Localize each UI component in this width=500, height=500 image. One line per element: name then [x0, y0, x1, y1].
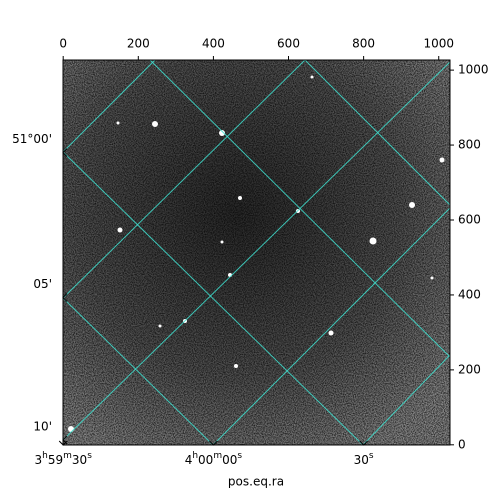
top-tick-label: 200: [127, 37, 150, 51]
dec-tick: [62, 293, 68, 302]
dec-tick-label: 05': [33, 277, 52, 291]
dec-tick-label: 51°00': [12, 132, 52, 146]
right-tick-label: 600: [458, 212, 481, 226]
right-tick-label: 1000: [458, 63, 489, 77]
ra-tick-label: 30s: [354, 451, 374, 467]
dec-tick-label: 10': [33, 419, 52, 433]
image: [63, 60, 450, 445]
right-tick-label: 200: [458, 362, 481, 376]
coordinate-grid: [63, 60, 450, 445]
right-tick-label: 400: [458, 287, 481, 301]
stars: [68, 75, 445, 432]
top-tick-label: 400: [202, 37, 225, 51]
right-tick-label: 800: [458, 138, 481, 152]
top-tick-label: 1000: [423, 37, 454, 51]
ra-tick: [359, 440, 368, 446]
top-tick-label: 0: [59, 37, 67, 51]
top-tick-label: 600: [277, 37, 300, 51]
dec-tick: [62, 148, 68, 157]
axes-frame: [62, 59, 451, 446]
dec-tick: [62, 435, 68, 445]
ra-tick-label: 3h59m30s: [34, 451, 92, 467]
x-axis-label: pos.eq.ra: [228, 475, 284, 489]
top-tick-label: 800: [352, 37, 375, 51]
ra-tick: [209, 440, 218, 446]
ra-tick-label: 4h00m00s: [185, 451, 243, 467]
right-tick-label: 0: [458, 437, 466, 451]
